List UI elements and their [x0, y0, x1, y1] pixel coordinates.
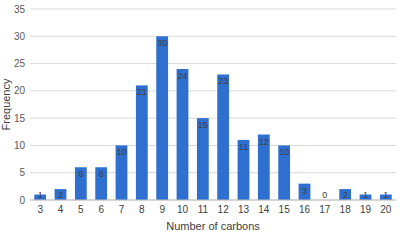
x-axis-line — [30, 200, 396, 201]
x-tick-label: 4 — [58, 204, 64, 215]
x-tick-label: 15 — [279, 204, 291, 215]
chart-container: 0510152025303512661021302415231112103021… — [0, 0, 401, 235]
data-label: 10 — [116, 147, 126, 157]
bar — [136, 85, 148, 200]
grid-line — [30, 90, 396, 91]
bar — [75, 167, 87, 200]
bar — [55, 189, 67, 200]
x-tick-label: 19 — [360, 204, 372, 215]
bar — [238, 140, 250, 200]
y-tick-label: 30 — [14, 31, 26, 42]
data-label: 21 — [137, 87, 147, 97]
x-tick-label: 10 — [177, 204, 189, 215]
x-tick-label: 7 — [119, 204, 125, 215]
x-tick-label: 14 — [258, 204, 270, 215]
y-tick-label: 20 — [14, 85, 26, 96]
grid-line — [30, 36, 396, 37]
x-tick-label: 9 — [159, 204, 165, 215]
bar — [197, 118, 209, 200]
bar — [299, 184, 311, 200]
grid-line — [30, 145, 396, 146]
data-label: 24 — [177, 71, 187, 81]
y-tick-label: 35 — [14, 4, 26, 15]
grid-line — [30, 200, 396, 201]
data-label: 23 — [218, 76, 228, 86]
bars — [34, 36, 391, 200]
data-label: 2 — [58, 190, 63, 200]
y-tick-label: 15 — [14, 113, 26, 124]
x-tick-label: 18 — [340, 204, 352, 215]
bar — [156, 36, 168, 200]
data-label: 2 — [343, 190, 348, 200]
x-tick-label: 12 — [218, 204, 230, 215]
data-label: 1 — [38, 190, 43, 200]
y-axis-title: Frequency — [0, 78, 12, 130]
data-label: 1 — [383, 190, 388, 200]
data-label: 6 — [99, 169, 104, 179]
data-label: 10 — [279, 147, 289, 157]
x-tick-label: 5 — [78, 204, 84, 215]
data-label: 6 — [78, 169, 83, 179]
data-label: 12 — [259, 137, 269, 147]
y-tick-label: 25 — [14, 58, 26, 69]
data-label: 11 — [239, 142, 248, 152]
y-tick-label: 5 — [19, 167, 25, 178]
x-tick-label: 3 — [37, 204, 43, 215]
bar — [95, 167, 107, 200]
x-tick-label: 8 — [139, 204, 145, 215]
data-label: 3 — [302, 186, 307, 196]
x-tick-label: 17 — [319, 204, 331, 215]
bar — [258, 135, 270, 200]
y-tick-label: 0 — [19, 195, 25, 206]
x-axis-title: Number of carbons — [166, 220, 260, 232]
data-label: 0 — [322, 190, 327, 200]
data-label: 15 — [198, 120, 208, 130]
data-label: 30 — [157, 38, 167, 48]
grid-line — [30, 118, 396, 119]
bar — [116, 145, 128, 200]
x-tick-label: 16 — [299, 204, 311, 215]
y-tick-label: 10 — [14, 140, 26, 151]
chart-svg: 0510152025303512661021302415231112103021… — [0, 0, 401, 235]
bar — [217, 74, 229, 200]
x-tick-label: 6 — [98, 204, 104, 215]
x-tick-label: 13 — [238, 204, 250, 215]
x-tick-label: 20 — [380, 204, 392, 215]
data-label: 1 — [363, 190, 368, 200]
bar — [177, 69, 189, 200]
bar — [339, 189, 351, 200]
bar — [278, 145, 290, 200]
x-tick-label: 11 — [198, 204, 209, 215]
grid-line — [30, 63, 396, 64]
grid-line — [30, 9, 396, 10]
